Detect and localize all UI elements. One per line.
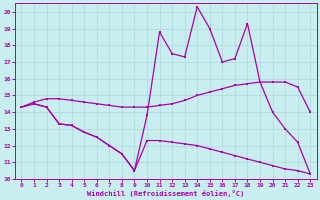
X-axis label: Windchill (Refroidissement éolien,°C): Windchill (Refroidissement éolien,°C)	[87, 190, 244, 197]
